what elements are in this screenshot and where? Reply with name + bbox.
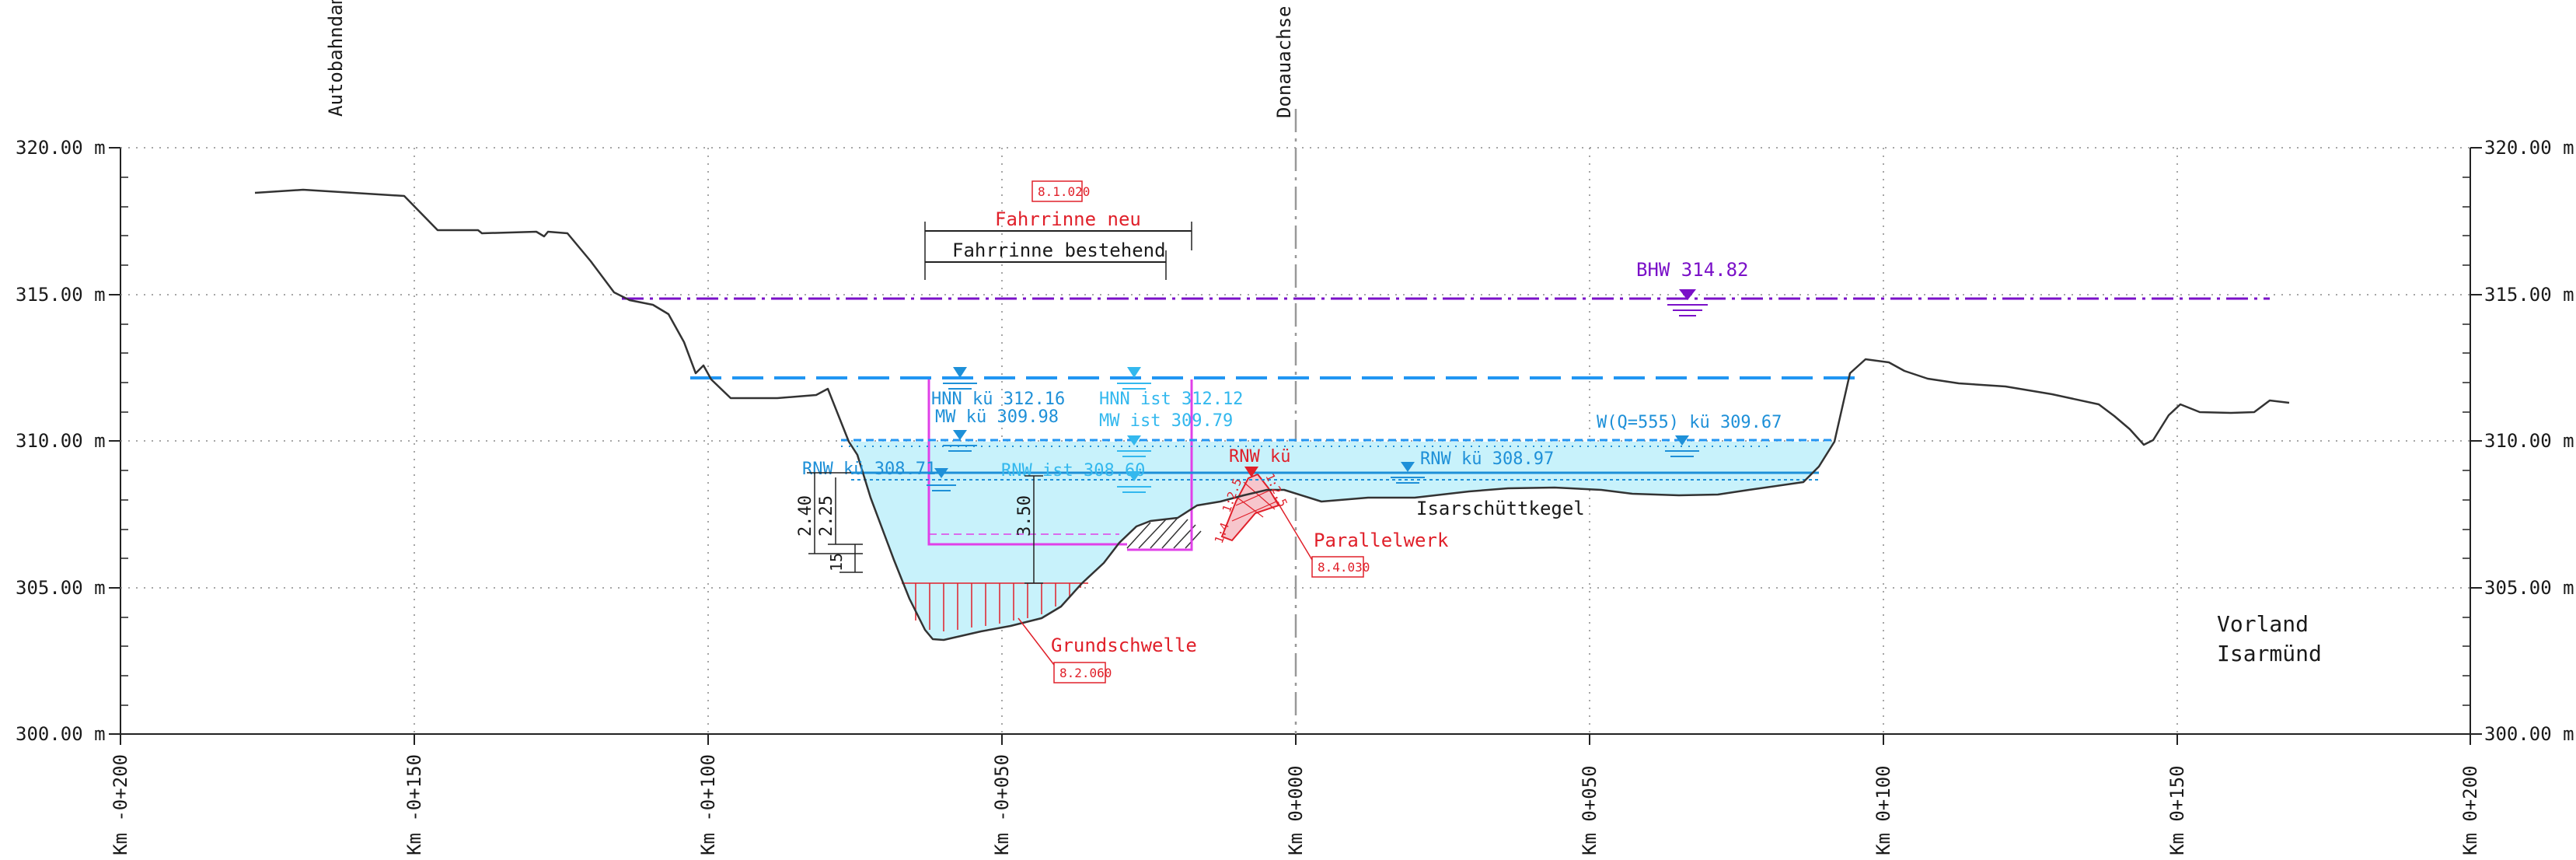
ref-box-fahrrinne [1031, 180, 1083, 202]
y-label-320-right: 320.00 m [2484, 137, 2574, 159]
rnw-kue-mid-label: RNW kü 308.97 [1420, 449, 1554, 469]
rnw-kue-red-label: RNW kü [1229, 447, 1290, 467]
y-label-310-right: 310.00 m [2484, 430, 2574, 452]
ref-box-grundschwelle [1053, 662, 1106, 683]
parallelwerk-label: Parallelwerk [1314, 530, 1449, 551]
level-markers [927, 289, 1708, 493]
x-label-m050: Km -0+050 [991, 754, 1013, 855]
x-label-m200: Km -0+200 [110, 754, 131, 855]
horizontal-grid [120, 147, 2470, 589]
mw-kue-marker [953, 430, 967, 440]
x-axis-labels: Km -0+200 Km -0+150 Km -0+100 Km -0+050 … [110, 754, 2481, 855]
grundschwelle-hatch [915, 583, 1081, 631]
isarmuend-label: Isarmünd [2217, 641, 2322, 666]
grundschwelle-leader [1017, 617, 1055, 666]
dim-350: 3.50 [1015, 495, 1035, 537]
grundschwelle-label: Grundschwelle [1051, 635, 1197, 656]
terrain-profile [254, 188, 2290, 642]
fahrrinne-neu-label: Fahrrinne neu [995, 208, 1141, 230]
dim-225: 2.25 [817, 495, 836, 537]
y-label-300-right: 300.00 m [2484, 723, 2574, 745]
x-label-p150: Km 0+150 [2166, 765, 2188, 855]
hnn-ist-marker [1127, 367, 1141, 378]
hnn-kue-label: HNN kü 312.16 [931, 390, 1065, 409]
y-label-305: 305.00 m [16, 577, 106, 599]
wq-marker [1675, 435, 1689, 446]
ref-parallelwerk: 8.4.030 [1318, 560, 1370, 575]
y-label-310: 310.00 m [16, 430, 106, 452]
y-label-305-right: 305.00 m [2484, 577, 2574, 599]
rnw-kue-left-label: RNW kü 308.71 [802, 460, 936, 479]
mw-ist-marker [1127, 435, 1141, 446]
mw-ist-label: MW ist 309.79 [1099, 411, 1233, 431]
bhw-label: BHW 314.82 [1636, 259, 1749, 281]
bhw-marker [1679, 289, 1696, 300]
parallelwerk-leader [1274, 497, 1313, 561]
rnw-kue-marker-left [934, 468, 948, 478]
vorland-label: Vorland [2217, 611, 2309, 637]
x-label-p050: Km 0+050 [1579, 765, 1600, 855]
hnn-kue-marker [953, 367, 967, 378]
rnw-ist-label: RNW ist 308.60 [1001, 461, 1145, 481]
channel-outline-left [927, 379, 1127, 546]
x-label-m150: Km -0+150 [403, 754, 425, 855]
x-label-p200: Km 0+200 [2459, 765, 2481, 855]
slope-label-1: 1:4 [1212, 521, 1232, 546]
river-water-area [849, 442, 1834, 640]
rnw-ist-marker [1127, 471, 1141, 481]
donauachse-label: Donauachse [1273, 6, 1295, 119]
y-label-300: 300.00 m [16, 723, 106, 745]
bhw-ripples [1667, 304, 1708, 316]
dim-15: 15 [827, 553, 846, 572]
excavation-hatch [1126, 517, 1202, 549]
ref-box-parallelwerk [1311, 556, 1364, 578]
channel-outline-right [1127, 379, 1193, 551]
y-label-315-right: 315.00 m [2484, 284, 2574, 306]
y-axis-labels-left: 320.00 m 315.00 m 310.00 m 305.00 m 300.… [16, 137, 106, 745]
parallelwerk-hatch [1231, 481, 1277, 522]
ref-fahrrinne: 8.1.020 [1038, 184, 1090, 199]
y-label-315: 315.00 m [16, 284, 106, 306]
fahrrinne-bestehend-label: Fahrrinne bestehend [952, 239, 1166, 261]
dim-240: 2.40 [796, 495, 815, 537]
y-axis-labels-right: 320.00 m 315.00 m 310.00 m 305.00 m 300.… [2484, 137, 2574, 745]
mw-kue-label: MW kü 309.98 [935, 407, 1059, 427]
rnw-kue-red-marker [1244, 467, 1258, 477]
y-label-320: 320.00 m [16, 137, 106, 159]
minor-ticks [120, 177, 2470, 706]
ref-grundschwelle: 8.2.060 [1059, 666, 1112, 680]
axis-ticks [109, 147, 2482, 745]
x-label-p100: Km 0+100 [1873, 765, 1894, 855]
autobahndamm-label: Autobahndam [325, 0, 347, 117]
x-label-m100: Km -0+100 [697, 754, 719, 855]
rnw-kue-marker-mid [1401, 462, 1415, 472]
hnn-ist-label: HNN ist 312.12 [1099, 390, 1243, 409]
x-label-0: Km 0+000 [1285, 765, 1307, 855]
wq-label: W(Q=555) kü 309.67 [1597, 413, 1782, 432]
isarschuttkegel-label: Isarschüttkegel [1416, 498, 1585, 519]
dimension-chain-left [807, 472, 1043, 584]
